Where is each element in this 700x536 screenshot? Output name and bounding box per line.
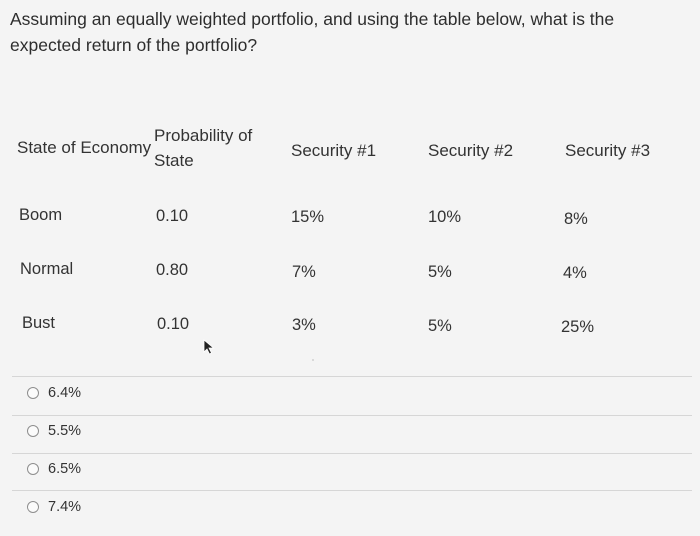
radio-button-icon[interactable] [27, 425, 39, 437]
table-row-bust-sec1: 3% [292, 316, 316, 334]
option-7-4-percent[interactable]: 7.4% [27, 497, 81, 517]
header-probability-line1: Probability of [154, 126, 253, 145]
table-row-bust-sec2: 5% [428, 317, 452, 335]
table-row-normal-sec3: 4% [563, 264, 587, 282]
option-6-4-percent[interactable]: 6.4% [27, 383, 81, 403]
option-divider [12, 415, 692, 416]
table-row-boom-prob: 0.10 [156, 207, 189, 225]
option-divider [12, 490, 692, 491]
radio-button-icon[interactable] [27, 387, 39, 399]
option-5-5-percent[interactable]: 5.5% [27, 421, 81, 441]
header-security-3: Security #3 [565, 141, 651, 160]
table-row-normal-sec1: 7% [292, 263, 316, 281]
screen-speck [312, 359, 314, 361]
table-row-boom-sec2: 10% [428, 208, 462, 226]
table-row-bust-state: Bust [22, 314, 56, 332]
option-label: 6.4% [48, 385, 82, 401]
option-label: 7.4% [48, 499, 82, 515]
option-label: 5.5% [48, 423, 82, 439]
radio-button-icon[interactable] [27, 463, 39, 475]
header-security-2: Security #2 [428, 141, 514, 160]
option-label: 6.5% [48, 461, 82, 477]
option-divider [12, 376, 692, 377]
header-probability-line2: State [154, 151, 194, 170]
question-text: Assuming an equally weighted portfolio, … [10, 9, 615, 55]
table-row-bust-sec3: 25% [561, 318, 595, 336]
header-state-of-economy: State of Economy [17, 138, 152, 157]
header-security-1: Security #1 [291, 141, 377, 160]
table-row-normal-sec2: 5% [428, 263, 452, 281]
table-row-normal-state: Normal [20, 260, 74, 278]
option-6-5-percent[interactable]: 6.5% [27, 459, 81, 479]
option-divider [12, 453, 692, 454]
table-row-bust-prob: 0.10 [157, 315, 190, 333]
mouse-pointer-icon [203, 339, 215, 355]
table-row-boom-state: Boom [19, 206, 63, 224]
table-row-normal-prob: 0.80 [156, 261, 189, 279]
table-row-boom-sec3: 8% [564, 210, 588, 228]
table-row-boom-sec1: 15% [291, 208, 325, 226]
radio-button-icon[interactable] [27, 501, 39, 513]
